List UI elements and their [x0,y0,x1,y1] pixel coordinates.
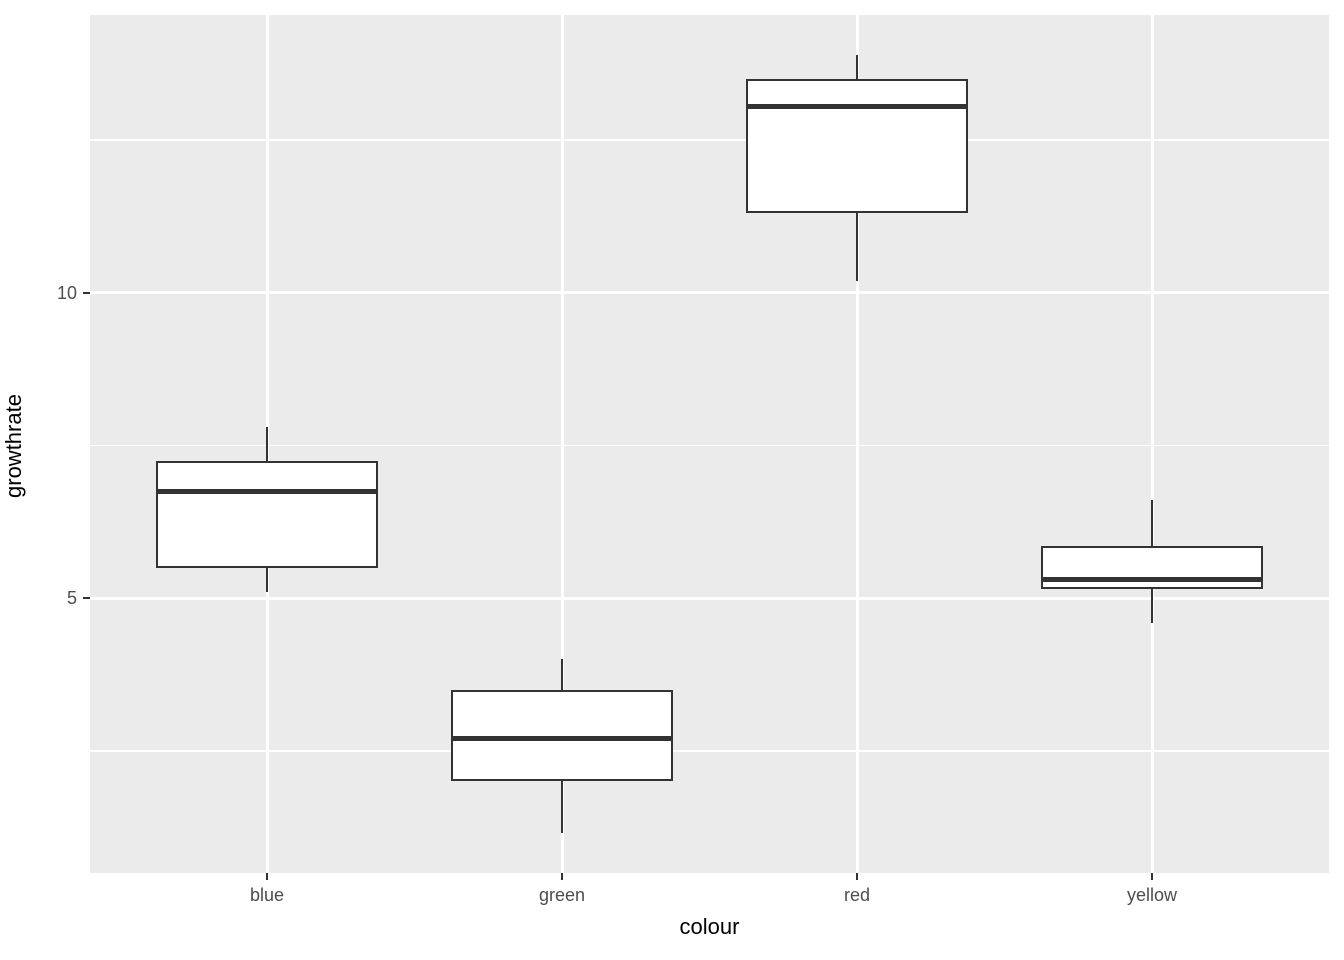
plot-panel [90,15,1329,873]
x-tick-mark [1151,873,1153,880]
boxplot-box-blue [156,460,378,568]
y-tick-mark [83,291,90,294]
gridline-major-y [90,291,1329,295]
x-axis-title: colour [679,914,740,939]
x-tick-mark [266,873,268,880]
y-tick-mark [83,597,90,600]
x-tick-mark [856,873,858,880]
gridline-minor-y [90,750,1329,752]
gridline-major-x [855,15,859,873]
gridline-major-y [90,596,1329,600]
boxplot-box-green [451,689,673,782]
gridline-minor-y [90,444,1329,447]
boxplot-box-yellow [1041,546,1263,590]
x-tick-mark [561,873,563,880]
median-blue [156,488,378,494]
x-tick-label-blue: blue [249,885,285,905]
x-tick-label-yellow: yellow [1126,885,1178,905]
gridline-minor-y [90,139,1329,141]
median-yellow [1041,577,1263,583]
x-tick-label-red: red [843,885,870,905]
gridline-major-x [560,15,564,873]
x-tick-label-green: green [538,885,586,905]
y-tick-label: 5 [66,588,77,609]
median-green [451,736,673,742]
gridline-major-x [1150,15,1154,873]
y-axis-title: growthrate [1,394,26,498]
boxplot-box-red [746,79,968,214]
y-tick-label: 10 [56,282,77,303]
median-red [746,104,968,110]
